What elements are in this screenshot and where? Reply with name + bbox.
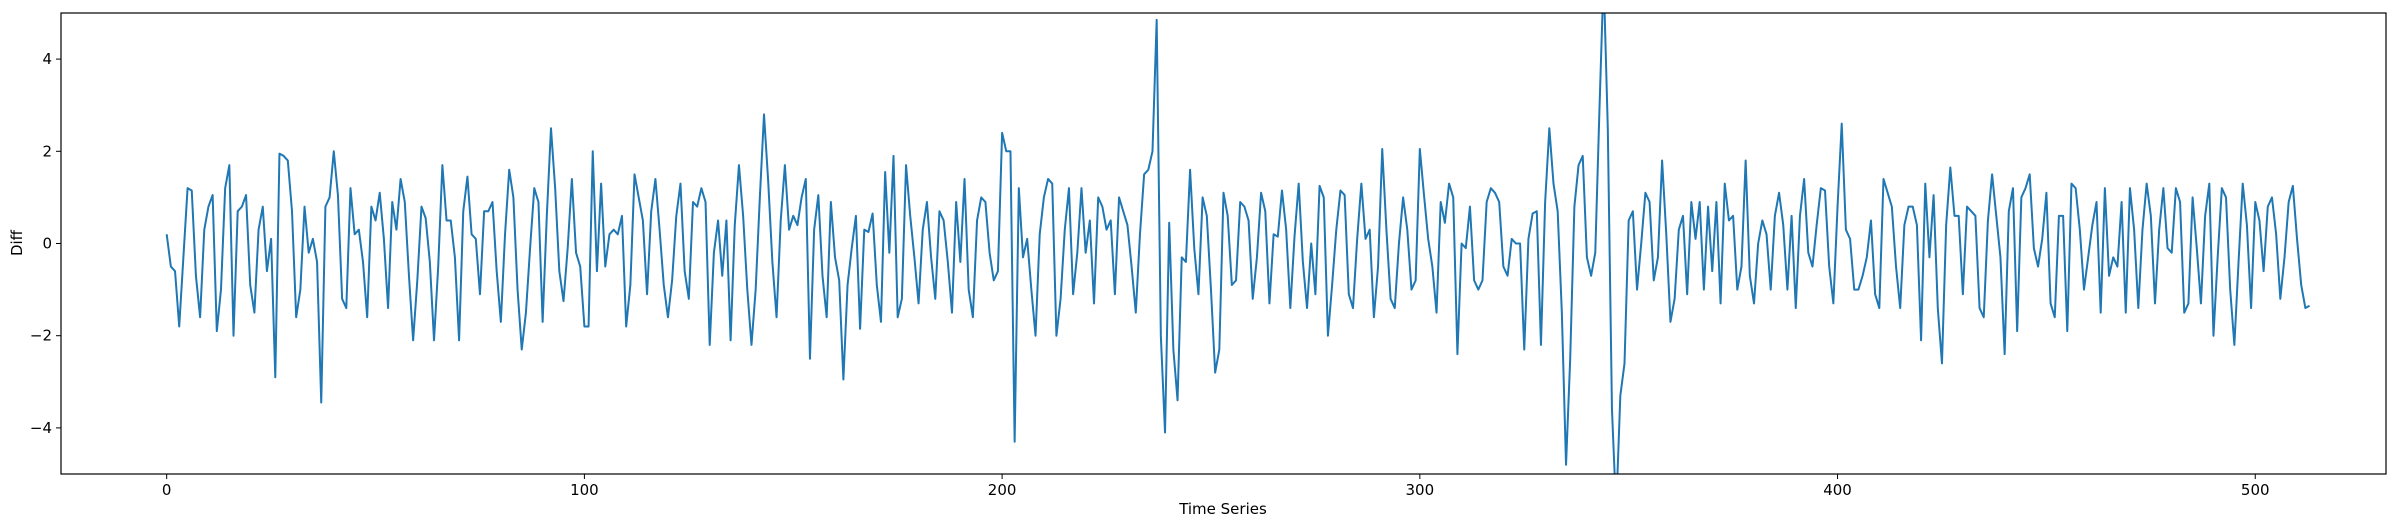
series-layer <box>165 13 2311 474</box>
x-tick-label: 100 <box>570 481 599 499</box>
y-axis-label: Diff <box>8 229 26 256</box>
x-tick-label: 200 <box>988 481 1017 499</box>
ticks-layer: 0 100 200 300 400 500 −4 −2 0 2 4 <box>30 50 2270 499</box>
y-tick-label: 0 <box>42 235 52 253</box>
series-line <box>165 13 2311 474</box>
y-tick-label: −4 <box>30 419 52 437</box>
plot-frame <box>60 12 2387 475</box>
y-tick-label: 4 <box>42 50 52 68</box>
y-tick-label: −2 <box>30 327 52 345</box>
x-tick-label: 0 <box>162 481 172 499</box>
x-tick-label: 400 <box>1823 481 1852 499</box>
x-tick-label: 500 <box>2241 481 2270 499</box>
x-tick-label: 300 <box>1406 481 1435 499</box>
y-tick-label: 2 <box>42 142 52 160</box>
x-axis-label: Time Series <box>1178 500 1267 518</box>
